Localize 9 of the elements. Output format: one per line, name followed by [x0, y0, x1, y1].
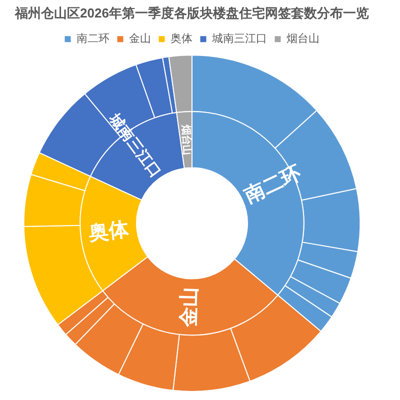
legend-label: 烟台山: [286, 32, 320, 46]
chart-title: 福州仓山区2026年第一季度各版块楼盘住宅网签套数分布一览: [14, 5, 369, 20]
legend-label: 金山: [128, 32, 151, 46]
slice-label: 金山: [178, 286, 201, 328]
slice-label: 烟台山: [179, 123, 194, 156]
legend-label: 城南三江口: [210, 32, 267, 46]
slice-label: 奥体: [86, 218, 131, 245]
legend-label: 南二环: [76, 32, 110, 46]
legend-label: 奥体: [170, 33, 192, 46]
